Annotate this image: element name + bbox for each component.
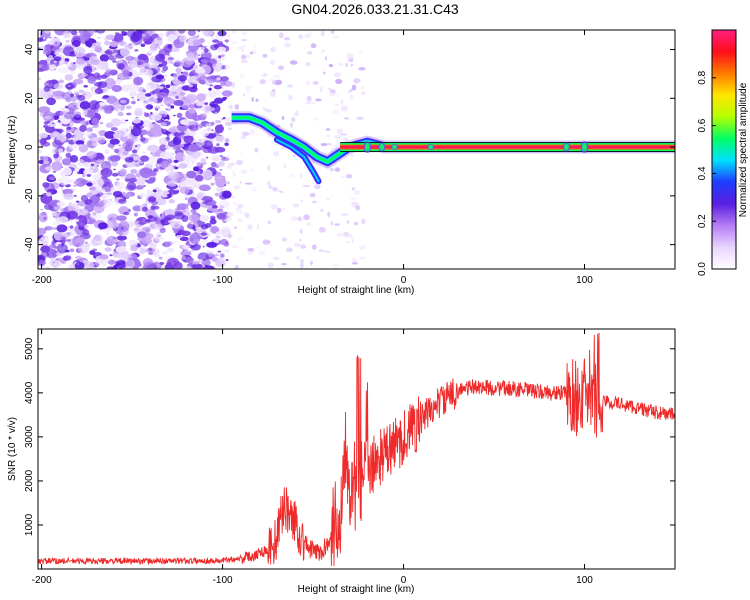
chart-title: GN04.2026.033.21.31.C43 [291, 1, 459, 17]
snr-x-tick-label: -100 [213, 575, 233, 586]
spectrogram-y-tick-label: -40 [24, 237, 35, 252]
snr-x-tick-label: -200 [32, 575, 52, 586]
snr-y-tick-label: 4000 [24, 381, 35, 404]
colorbar-ticks: 0.0 0.2 0.4 0.6 0.8 [697, 70, 716, 276]
colorbar-tick-label: 0.6 [697, 118, 708, 132]
snr-y-tick-label: 3000 [24, 425, 35, 448]
colorbar-tick-label: 0.8 [697, 70, 708, 84]
spectrogram-y-label: Frequency (Hz) [7, 116, 18, 185]
snr-x-tick-label: 100 [576, 575, 593, 586]
colorbar-tick-label: 0.4 [697, 166, 708, 180]
spectrogram-x-tick-label: -100 [213, 275, 233, 286]
spectrogram-y-tick-label: 0 [24, 144, 35, 150]
snr-series-line [38, 332, 675, 567]
carrier-band [340, 141, 675, 154]
spectrogram-x-tick-label: -200 [32, 275, 52, 286]
snr-y-tick-label: 5000 [24, 337, 35, 360]
spectrogram-x-ticks: -200 -100 0 100 [32, 30, 593, 286]
snr-y-tick-label: 2000 [24, 469, 35, 492]
snr-y-ticks: 1000 2000 3000 4000 5000 [24, 337, 675, 536]
colorbar-label: Normalized spectral amplitude [738, 82, 749, 217]
snr-y-tick-label: 1000 [24, 513, 35, 536]
colorbar-tick-label: 0.2 [697, 214, 708, 228]
snr-panel: -200 -100 0 100 1000 2000 3000 4000 5000 Height… [7, 328, 676, 595]
spectrogram-y-tick-label: 20 [24, 92, 35, 104]
colorbar-tick-label: 0.0 [697, 262, 708, 276]
snr-x-ticks: -200 -100 0 100 [32, 329, 593, 586]
snr-x-label: Height of straight line (km) [298, 584, 415, 595]
snr-x-tick-label: 0 [401, 575, 407, 586]
spectrogram-x-tick-label: 100 [576, 275, 593, 286]
snr-y-label: SNR (10 * v/v) [7, 417, 18, 481]
noise-speckle [38, 30, 366, 269]
spectrogram-x-tick-label: 0 [401, 275, 407, 286]
spectrogram-frame [37, 29, 676, 270]
spectrogram-plot [38, 30, 675, 269]
snr-frame [37, 328, 676, 570]
spectrogram-panel: -200 -100 0 100 40 20 0 -20 -40 Height of strai… [7, 29, 676, 296]
colorbar-ramp [712, 30, 736, 269]
spectrogram-x-label: Height of straight line (km) [298, 285, 415, 296]
colorbar-frame [711, 29, 737, 270]
spectrogram-y-ticks: 40 20 0 -20 -40 [24, 44, 675, 252]
snr-plot [38, 332, 675, 567]
spectrogram-y-tick-label: -20 [24, 188, 35, 203]
colorbar: 0.0 0.2 0.4 0.6 0.8 Normalized spectral ampl… [697, 29, 749, 276]
spectrogram-y-tick-label: 40 [24, 44, 35, 56]
